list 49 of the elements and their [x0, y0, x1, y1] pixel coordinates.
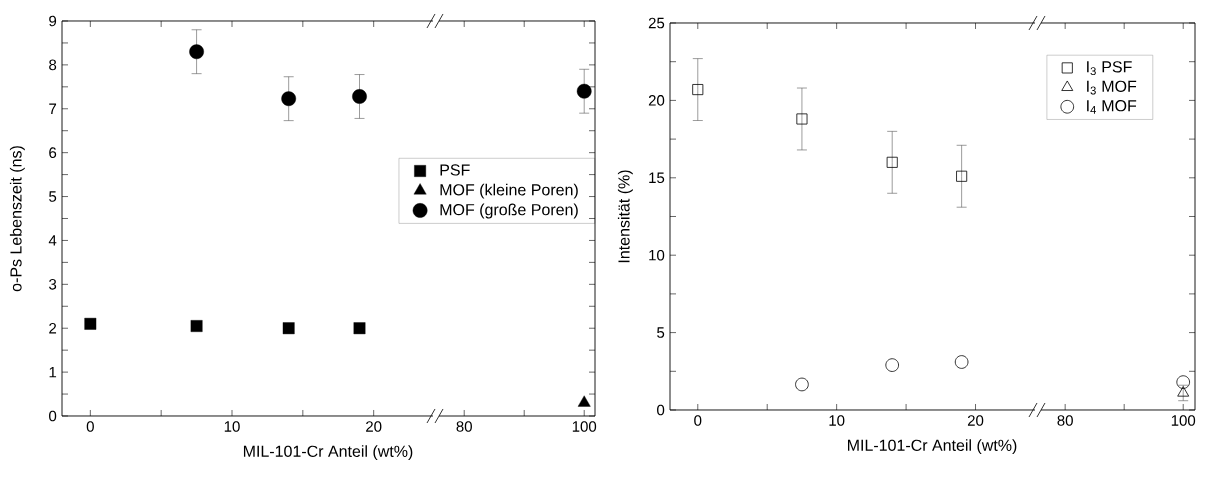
point — [956, 170, 968, 182]
x-axis-title: MIL-101-Cr Anteil (wt%) — [847, 439, 1017, 455]
y-tick-label: 5 — [49, 191, 57, 202]
legend-label: MOF (große Poren) — [440, 203, 578, 219]
y-tick-label: 2 — [49, 322, 57, 334]
legend-label: PSF — [440, 164, 470, 176]
x-tick-label: 20 — [967, 415, 984, 426]
y-tick-label: 4 — [48, 235, 57, 246]
y-tick-label: 5 — [657, 327, 665, 338]
point — [795, 377, 809, 392]
y-tick-label: 0 — [657, 404, 665, 416]
x-tick-label: 0 — [694, 415, 702, 426]
x-tick-label: 0 — [86, 421, 94, 432]
legend-label: I$_{3}$ MOF — [1087, 80, 1137, 95]
legend-label: I$_{4}$ MOF — [1087, 100, 1137, 114]
point — [954, 355, 969, 369]
point — [796, 113, 808, 125]
legend-label: MOF (kleine Poren) — [440, 183, 578, 199]
y-tick-label: 20 — [648, 95, 665, 106]
y-axis-title: Intensität (%) — [617, 170, 633, 263]
legend-label: I$_{3}$ PSF — [1087, 61, 1132, 76]
x-tick-label: 100 — [1171, 415, 1196, 426]
point — [352, 89, 367, 104]
y-tick-label: 3 — [49, 279, 57, 290]
y-tick-label: 9 — [49, 15, 57, 27]
point — [281, 91, 296, 106]
y-tick-label: 7 — [49, 103, 57, 114]
y-tick-label: 10 — [649, 249, 665, 261]
y-axis-title: o-Ps Lebenszeit (ns) — [9, 146, 25, 292]
x-tick-label: 10 — [224, 421, 240, 432]
y-tick-label: 6 — [49, 147, 57, 158]
y-tick-label: 1 — [49, 366, 57, 378]
x-tick-label: 80 — [1057, 415, 1073, 426]
y-tick-label: 15 — [649, 172, 665, 184]
x-tick-label: 20 — [366, 421, 382, 432]
point — [886, 156, 898, 168]
point — [282, 322, 295, 335]
point — [189, 44, 204, 60]
x-tick-label: 100 — [572, 421, 597, 432]
point — [353, 322, 366, 335]
point — [84, 317, 97, 330]
point — [692, 84, 704, 96]
x-tick-label: 80 — [456, 421, 472, 432]
x-tick-label: 10 — [829, 415, 845, 426]
y-tick-label: 25 — [648, 17, 665, 29]
point — [885, 358, 899, 372]
point — [190, 320, 203, 332]
y-tick-label: 8 — [49, 59, 57, 71]
x-axis-title: MIL-101-Cr Anteil (wt%) — [243, 445, 413, 461]
